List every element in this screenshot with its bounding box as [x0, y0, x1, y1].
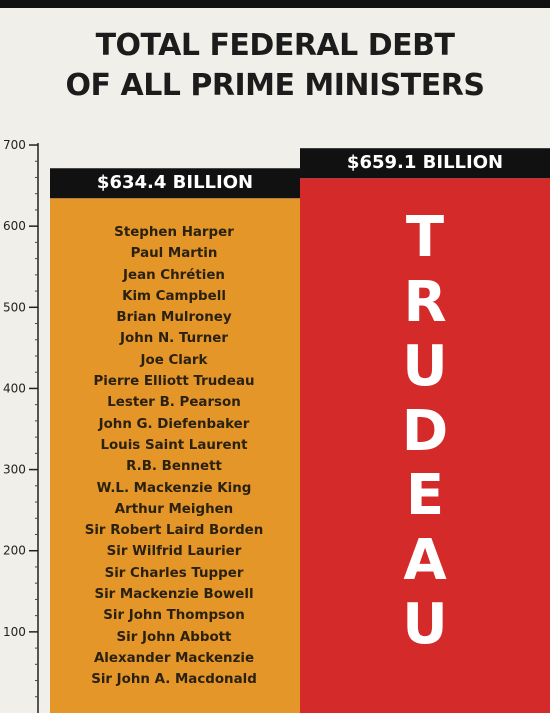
prime-minister-name: W.L. Mackenzie King: [96, 480, 252, 496]
bar-others: [50, 198, 300, 713]
prime-minister-name: Alexander Mackenzie: [93, 650, 255, 666]
value-label-trudeau: $659.1 BILLION: [346, 152, 504, 174]
prime-minister-name: Sir Mackenzie Bowell: [94, 587, 254, 603]
trudeau-letter: E: [405, 463, 445, 528]
prime-minister-name: Sir John Abbott: [116, 629, 232, 645]
title-line-1: TOTAL FEDERAL DEBT: [95, 28, 455, 63]
trudeau-letter: U: [402, 592, 448, 657]
value-label-others: $634.4 BILLION: [96, 172, 254, 194]
bar-others-label-bg: [50, 168, 300, 199]
y-tick-label: 500: [3, 300, 26, 314]
trudeau-letter: U: [402, 334, 448, 399]
prime-minister-name: Kim Campbell: [122, 288, 226, 304]
trudeau-letter: A: [403, 527, 447, 593]
prime-minister-name: Stephen Harper: [114, 225, 234, 240]
y-tick-label: 100: [3, 625, 26, 639]
prime-minister-name: Pierre Elliott Trudeau: [93, 374, 255, 390]
prime-minister-name: R.B. Bennett: [126, 459, 222, 475]
prime-minister-name: Arthur Meighen: [114, 501, 234, 517]
prime-minister-name: John N. Turner: [120, 331, 228, 347]
title-line-2: OF ALL PRIME MINISTERS: [65, 68, 485, 103]
prime-minister-name: Jean Chrétien: [123, 267, 225, 283]
trudeau-letter: D: [401, 398, 449, 464]
prime-minister-name: Sir John A. Macdonald: [91, 672, 257, 688]
prime-minister-name: Lester B. Pearson: [107, 395, 241, 411]
y-tick-label: 300: [3, 463, 26, 477]
chart-title: TOTAL FEDERAL DEBT OF ALL PRIME MINISTER…: [0, 26, 550, 106]
bar-trudeau-label-bg: [300, 148, 550, 179]
prime-minister-name: Sir John Thompson: [103, 608, 245, 624]
y-tick-label: 600: [3, 219, 26, 233]
prime-minister-name: John G. Diefenbaker: [98, 416, 250, 432]
y-tick-label: 700: [3, 138, 26, 152]
y-tick-label: 400: [3, 381, 26, 395]
prime-minister-name: Louis Saint Laurent: [100, 437, 248, 453]
prime-minister-name: Sir Robert Laird Borden: [84, 523, 264, 539]
prime-minister-list: Stephen Harper Paul Martin Jean Chrétien Ki…: [50, 222, 298, 691]
prime-minister-name: Paul Martin: [130, 246, 218, 262]
prime-minister-name: Sir Charles Tupper: [104, 565, 244, 581]
top-border: [0, 0, 550, 8]
prime-minister-name: Sir Wilfrid Laurier: [106, 544, 242, 560]
bar-trudeau: [300, 178, 550, 713]
trudeau-letter: T: [405, 205, 445, 270]
prime-minister-name: Joe Clark: [140, 352, 208, 368]
trudeau-letter: R: [403, 269, 447, 335]
y-tick-label: 200: [3, 544, 26, 558]
prime-minister-name: Brian Mulroney: [116, 310, 232, 326]
